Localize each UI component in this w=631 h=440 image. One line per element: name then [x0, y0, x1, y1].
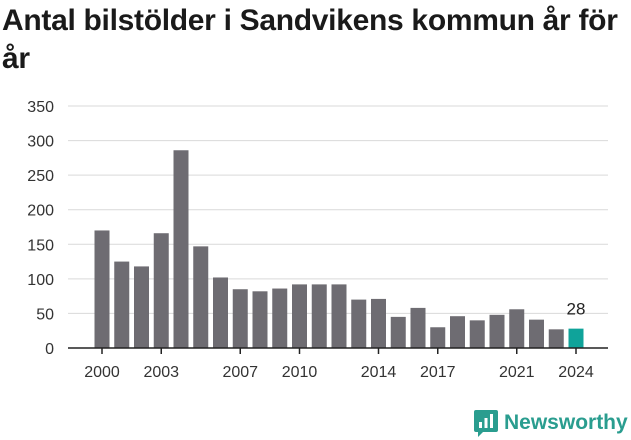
data-labels: 28: [567, 300, 586, 319]
y-tick-label: 250: [27, 168, 54, 185]
y-tick-label: 300: [27, 134, 54, 151]
bar-2009: [272, 288, 288, 348]
bar-2012: [331, 284, 347, 348]
bar-2014: [371, 298, 386, 348]
brand-name: Newsworthy: [504, 411, 628, 434]
chart-title: Antal bilstölder i Sandvikens kommun år …: [2, 4, 618, 75]
x-tick-label: 2007: [222, 364, 258, 381]
y-axis: 0 50 100 150 200 250 300 350: [27, 99, 54, 358]
x-tick-label: 2017: [420, 364, 456, 381]
y-tick-label: 150: [27, 237, 54, 254]
bar-2013: [351, 299, 367, 348]
bar-2016: [410, 307, 426, 348]
bar-2005: [193, 246, 209, 348]
x-axis: 2000 2003 2007 2010 2014 2017 2021 2024: [68, 347, 608, 381]
bars: [94, 150, 584, 348]
bar-2015: [390, 316, 406, 348]
bar-2011: [311, 284, 327, 348]
x-tick-label: 2021: [499, 364, 535, 381]
bar-2008: [252, 291, 268, 348]
bar-2024: [568, 328, 584, 348]
bar-2020: [489, 314, 505, 348]
x-tick-label: 2000: [84, 364, 120, 381]
bar-2023: [548, 329, 564, 348]
bar-2006: [213, 277, 228, 348]
bar-2004: [173, 150, 189, 348]
bar-2001: [114, 261, 130, 348]
y-tick-label: 200: [27, 203, 54, 220]
bar-2000: [94, 230, 110, 348]
data-label: 28: [567, 300, 586, 319]
y-tick-label: 50: [36, 306, 54, 323]
y-tick-label: 350: [27, 99, 54, 116]
bar-2021: [509, 309, 525, 348]
y-tick-label: 100: [27, 272, 54, 289]
brand-logo: Newsworthy: [474, 406, 628, 440]
bar-2018: [450, 316, 465, 348]
y-tick-label: 0: [45, 341, 54, 358]
bar-2003: [153, 233, 169, 348]
bar-2017: [430, 327, 446, 348]
newsworthy-logo-icon: [474, 410, 498, 437]
bar-2010: [292, 284, 307, 348]
bar-2022: [529, 319, 544, 348]
x-tick-label: 2014: [361, 364, 397, 381]
bar-2002: [134, 266, 149, 348]
x-tick-label: 2003: [143, 364, 179, 381]
x-tick-label: 2024: [558, 364, 594, 381]
bar-2007: [232, 289, 248, 348]
x-tick-label: 2010: [282, 364, 318, 381]
bar-2019: [469, 320, 485, 348]
